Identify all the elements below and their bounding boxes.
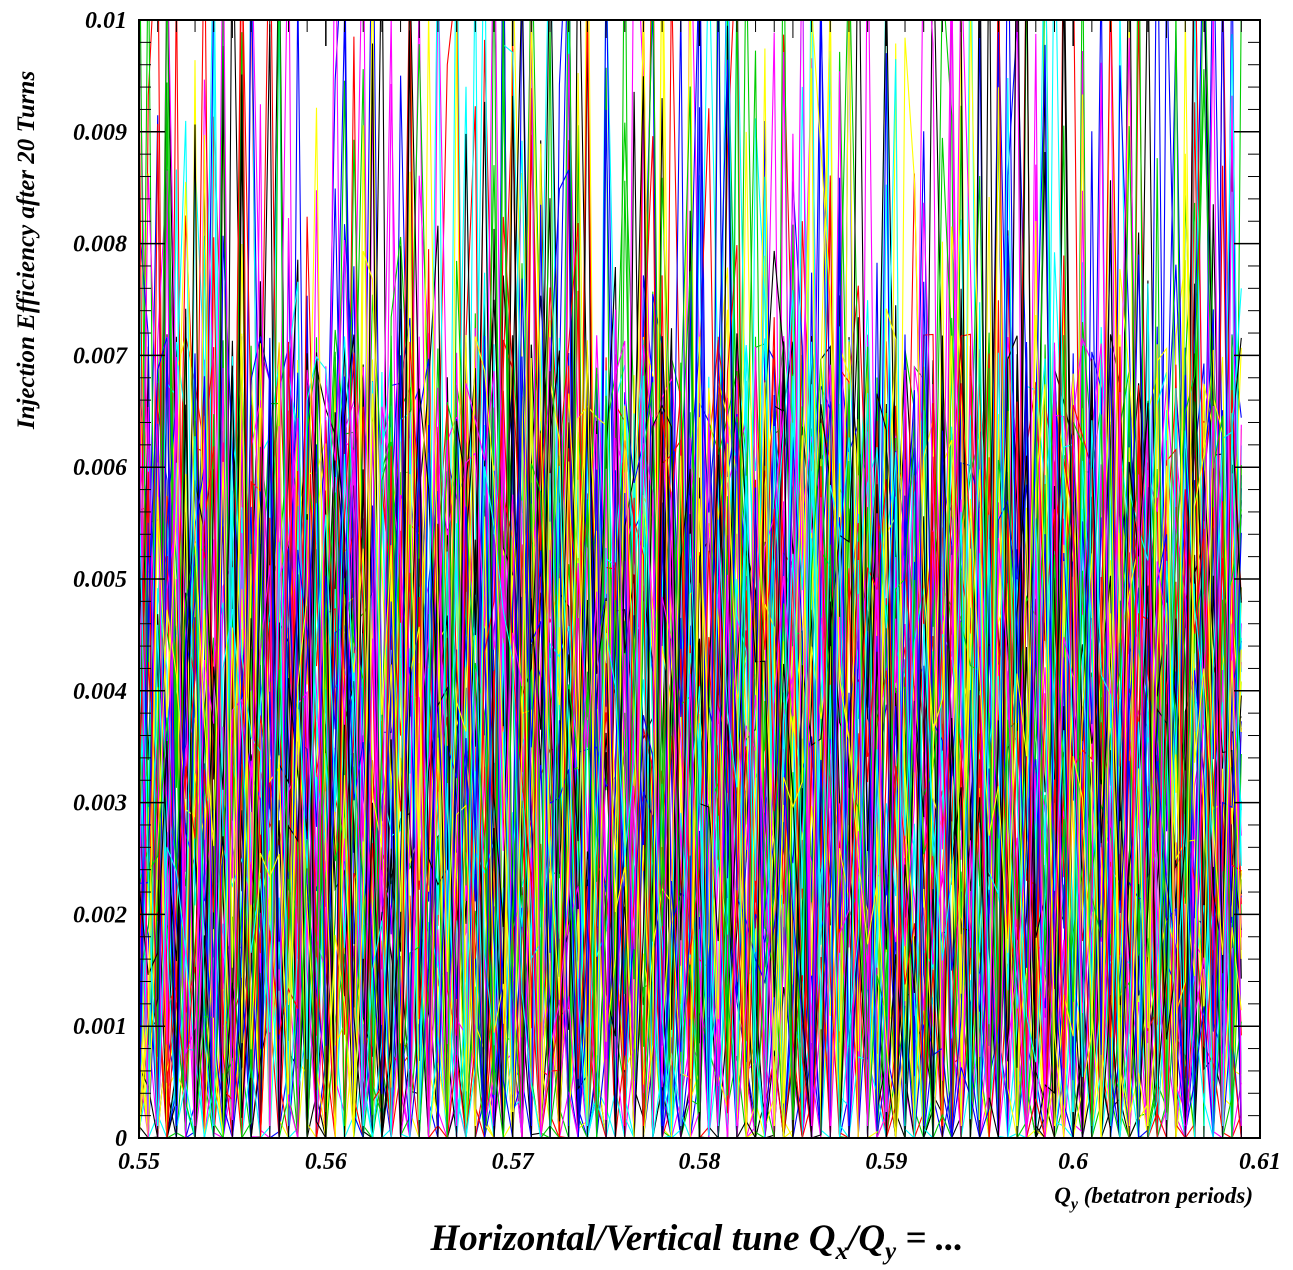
x-axis-sublabel: Qy (betatron periods) (1054, 1183, 1253, 1213)
y-tick-label: 0 (115, 1126, 127, 1152)
series-line (139, 20, 1242, 1138)
x-label-q1-sub: x (835, 1238, 849, 1265)
y-tick-label: 0.001 (73, 1014, 127, 1040)
series-line (139, 216, 1242, 1138)
x-tick-label: 0.6 (1058, 1149, 1088, 1175)
x-axis-label: Horizontal/Vertical tune Qx/Qy = ... (430, 1218, 964, 1265)
x-label-slash: / (845, 1218, 862, 1259)
series-layer (139, 20, 1242, 1138)
y-tick-label: 0.007 (73, 343, 128, 369)
y-tick-label: 0.002 (73, 902, 127, 928)
x-label-q2: Q (858, 1218, 885, 1259)
y-tick-label: 0.003 (73, 791, 127, 817)
x-label-prefix: Horizontal/Vertical tune (430, 1218, 809, 1259)
y-axis-label: Injection Efficiency after 20 Turns (13, 71, 40, 430)
x-tick-label: 0.57 (492, 1149, 535, 1175)
series-line (139, 20, 1242, 1138)
x-tick-label: 0.59 (865, 1149, 907, 1175)
y-tick-label: 0.008 (73, 232, 127, 258)
x-sublabel-subscript: y (1069, 1196, 1079, 1213)
y-tick-label: 0.005 (73, 567, 127, 593)
series-line (139, 20, 1242, 1138)
x-label-q2-sub: y (882, 1238, 897, 1265)
series-line (139, 87, 1242, 1138)
y-tick-label: 0.006 (73, 455, 127, 481)
series-line (139, 20, 1242, 1138)
y-tick-label: 0.01 (85, 8, 127, 34)
series-line (139, 20, 1242, 1138)
x-label-q1: Q (809, 1218, 836, 1259)
tick-layer: 0.55 0.56 0.57 0.58 0.59 0.6 0.61 0 0.001 0.002 0.… (73, 8, 1281, 1175)
x-tick-label: 0.61 (1239, 1149, 1281, 1175)
series-line (139, 20, 1242, 1138)
x-sublabel-symbol: Q (1054, 1183, 1071, 1208)
y-tick-label: 0.009 (73, 120, 127, 146)
series-line (139, 20, 1242, 1138)
x-tick-label: 0.58 (679, 1149, 721, 1175)
x-tick-label: 0.56 (305, 1149, 347, 1175)
y-tick-label: 0.004 (73, 679, 127, 705)
x-tick-label: 0.55 (118, 1149, 160, 1175)
x-label-suffix: = ... (896, 1218, 963, 1259)
x-sublabel-text: (betatron periods) (1078, 1183, 1253, 1208)
series-line (139, 20, 1242, 1138)
